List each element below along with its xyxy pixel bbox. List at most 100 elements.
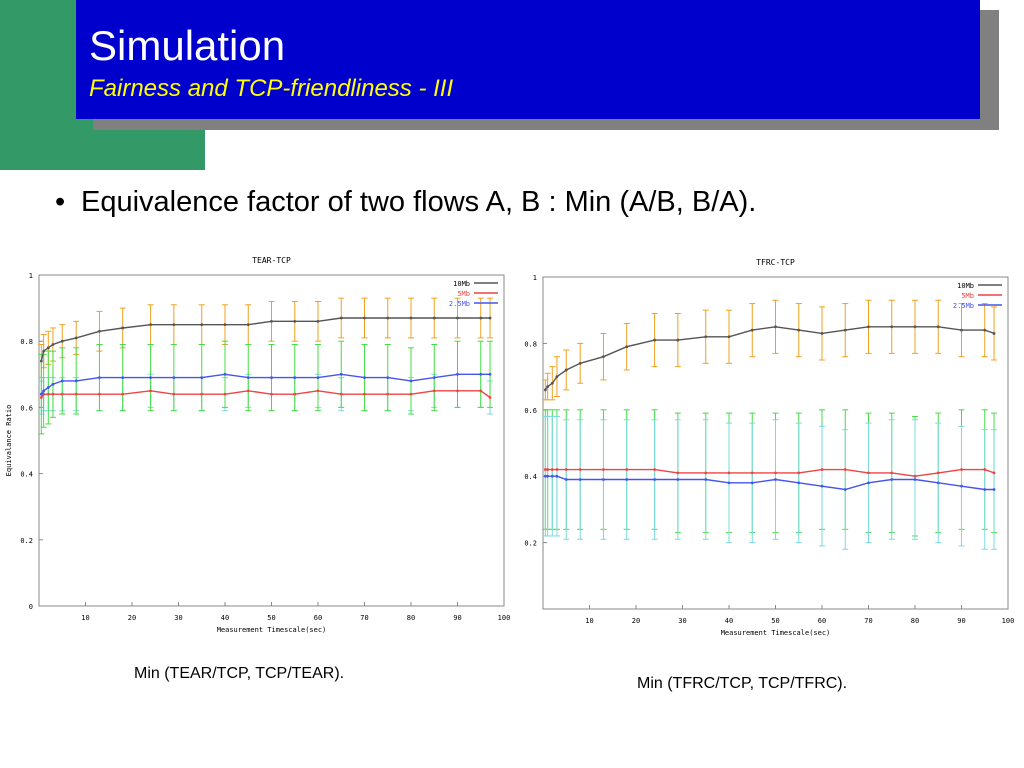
tear-data-point — [60, 379, 64, 383]
tfrc-data-point — [843, 328, 847, 332]
tfrc-legend-label: 5Mb — [961, 292, 974, 300]
tear-series-line-1 — [40, 390, 491, 399]
tfrc-data-point — [992, 332, 996, 335]
tear-data-point — [98, 376, 101, 380]
tear-data-point — [432, 389, 436, 393]
chart-tear-tcp-svg: TEAR-TCP 10 20 30 40 50 60 70 80 90 100 0 0.2 0.4 0.6 0… — [5, 256, 511, 634]
tfrc-data-point — [727, 481, 731, 485]
tfrc-xtick-label: 20 — [632, 617, 640, 625]
tfrc-data-point — [676, 478, 680, 481]
tear-data-point — [149, 389, 153, 393]
tfrc-series-line-1 — [545, 468, 995, 477]
tear-data-point — [246, 389, 250, 393]
tear-data-point — [316, 376, 320, 380]
tear-ytick-label: 0.2 — [20, 537, 33, 545]
tear-title: TEAR-TCP — [252, 256, 291, 265]
tear-data-point — [456, 389, 459, 393]
tear-data-point — [51, 392, 55, 396]
tfrc-data-point — [704, 478, 708, 481]
slide-title: Simulation — [89, 22, 286, 69]
tear-data-point — [42, 349, 46, 353]
slide-subtitle: Fairness and TCP-friendliness - III — [89, 75, 454, 102]
tfrc-data-point — [992, 488, 996, 491]
tear-data-point — [432, 316, 436, 320]
tfrc-data-point — [602, 478, 605, 481]
tear-data-point — [363, 316, 366, 320]
tfrc-data-point — [867, 471, 870, 475]
tfrc-data-point — [546, 474, 550, 478]
tear-xtick-label: 20 — [128, 614, 136, 622]
tfrc-data-point — [820, 332, 824, 335]
tear-data-point — [74, 392, 78, 396]
tear-data-point — [479, 316, 483, 320]
tfrc-xtick-label: 70 — [864, 617, 872, 625]
tfrc-data-point — [625, 345, 629, 349]
tear-data-point — [200, 392, 204, 396]
tear-xtick-label: 100 — [498, 614, 511, 622]
tfrc-legend-label: 2.5Mb — [953, 302, 974, 310]
bullet-item: • Equivalence factor of two flows A, B : … — [55, 186, 756, 219]
tear-data-point — [246, 323, 250, 327]
tear-data-point — [409, 316, 413, 320]
tfrc-data-point — [913, 478, 917, 481]
tear-data-point — [51, 343, 55, 346]
tear-data-point — [409, 379, 413, 383]
tfrc-data-point — [960, 484, 963, 488]
tfrc-ytick-label: 0.4 — [524, 473, 537, 481]
tfrc-data-point — [983, 468, 987, 471]
tfrc-xtick-label: 30 — [678, 617, 686, 625]
chart-tfrc-tcp-svg: TFRC-TCP 10 20 30 40 50 60 70 80 90 100 0.2 0.4 0.6 0.… — [524, 258, 1014, 637]
tfrc-data-point — [578, 468, 582, 471]
tear-data-point — [488, 372, 492, 376]
tfrc-ytick-label: 0.2 — [524, 540, 537, 548]
tear-data-point — [46, 346, 50, 350]
tfrc-data-point — [578, 478, 582, 481]
tear-ytick-label: 0 — [29, 603, 33, 611]
tear-legend-label: 2.5Mb — [449, 300, 470, 308]
tear-data-point — [60, 339, 64, 343]
tfrc-data-point — [543, 474, 547, 478]
tear-data-point — [386, 392, 390, 396]
tear-data-point — [51, 382, 55, 386]
tfrc-data-point — [727, 471, 731, 475]
tear-ytick-label: 1 — [29, 272, 33, 280]
tear-data-point — [200, 376, 204, 380]
tfrc-data-point — [960, 468, 963, 471]
tfrc-data-point — [983, 328, 987, 332]
tear-data-point — [456, 316, 459, 320]
tear-data-point — [60, 392, 64, 396]
tfrc-series-line-2 — [545, 475, 995, 491]
tear-data-point — [149, 323, 153, 327]
tfrc-data-point — [890, 325, 894, 329]
tfrc-title: TFRC-TCP — [756, 258, 795, 267]
tear-xtick-label: 70 — [360, 614, 368, 622]
tear-data-point — [386, 376, 390, 380]
tfrc-data-point — [546, 385, 550, 388]
tear-data-point — [98, 392, 101, 396]
tfrc-xtick-label: 80 — [911, 617, 919, 625]
tfrc-xtick-label: 50 — [771, 617, 779, 625]
tfrc-data-point — [676, 338, 680, 342]
tfrc-data-point — [867, 325, 870, 329]
tfrc-data-point — [983, 488, 987, 491]
tfrc-data-point — [653, 478, 656, 481]
tear-data-point — [39, 359, 43, 363]
tfrc-xlabel: Measurement Timescale(sec) — [721, 629, 831, 637]
tear-data-point — [270, 392, 273, 396]
tear-data-point — [200, 323, 204, 327]
tfrc-data-point — [543, 468, 547, 471]
tfrc-data-point — [564, 368, 568, 372]
chart-tfrc-tcp: TFRC-TCP 10 20 30 40 50 60 70 80 90 100 0.2 0.4 0.6 0.… — [514, 248, 1022, 648]
title-banner: Simulation Fairness and TCP-friendliness… — [76, 0, 980, 119]
tear-legend-label: 5Mb — [457, 290, 470, 298]
tfrc-data-point — [555, 375, 559, 378]
tfrc-data-point — [750, 481, 754, 485]
tfrc-xtick-label: 60 — [818, 617, 826, 625]
tear-data-point — [339, 372, 343, 376]
tear-ytick-label: 0.4 — [20, 471, 33, 479]
tfrc-data-point — [820, 468, 824, 471]
tear-data-point — [121, 392, 125, 396]
tfrc-data-point — [653, 468, 656, 471]
chart-tear-tcp: TEAR-TCP 10 20 30 40 50 60 70 80 90 100 0 0.2 0.4 0.6 0… — [2, 242, 512, 642]
tfrc-data-point — [564, 468, 568, 471]
